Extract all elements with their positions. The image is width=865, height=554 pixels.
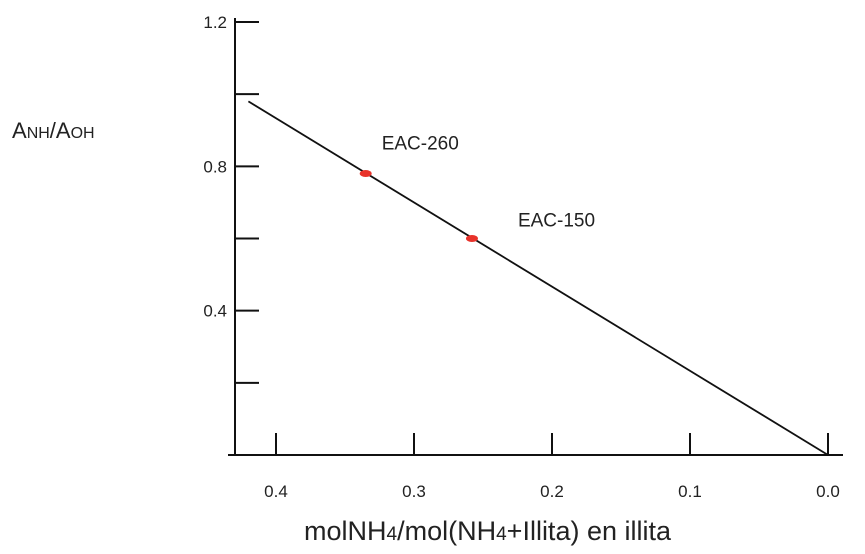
x-tick-label: 0.2 — [540, 482, 564, 501]
data-point — [359, 170, 372, 178]
x-label-part: 4 — [496, 524, 507, 545]
y-label-part: NH — [26, 125, 50, 142]
y-tick-label: 1.2 — [203, 13, 227, 32]
x-tick-label: 0.3 — [402, 482, 426, 501]
x-label-part: 4 — [386, 524, 398, 545]
x-label-part: +Illita) en illita — [506, 516, 671, 546]
x-tick-label: 0.4 — [264, 482, 288, 501]
x-label-part: molNH — [304, 516, 387, 546]
data-point-label: EAC-150 — [518, 211, 595, 232]
y-label-part: A — [12, 118, 27, 143]
y-tick-label: 0.4 — [203, 302, 227, 321]
data-point — [465, 235, 478, 242]
y-label-part: /A — [49, 118, 71, 143]
y-tick-label: 0.8 — [203, 157, 227, 176]
x-label-part: /mol(NH — [397, 516, 497, 546]
y-axis-label: ANH/AOH — [12, 118, 95, 144]
x-tick-label: 0.0 — [816, 482, 840, 501]
trend-line — [247, 100, 829, 456]
y-label-part: OH — [70, 125, 95, 142]
x-axis-label: molNH4/mol(NH4+Illita) en illita — [0, 516, 865, 547]
data-point-label: EAC-260 — [382, 134, 459, 155]
x-tick-label: 0.1 — [678, 482, 702, 501]
